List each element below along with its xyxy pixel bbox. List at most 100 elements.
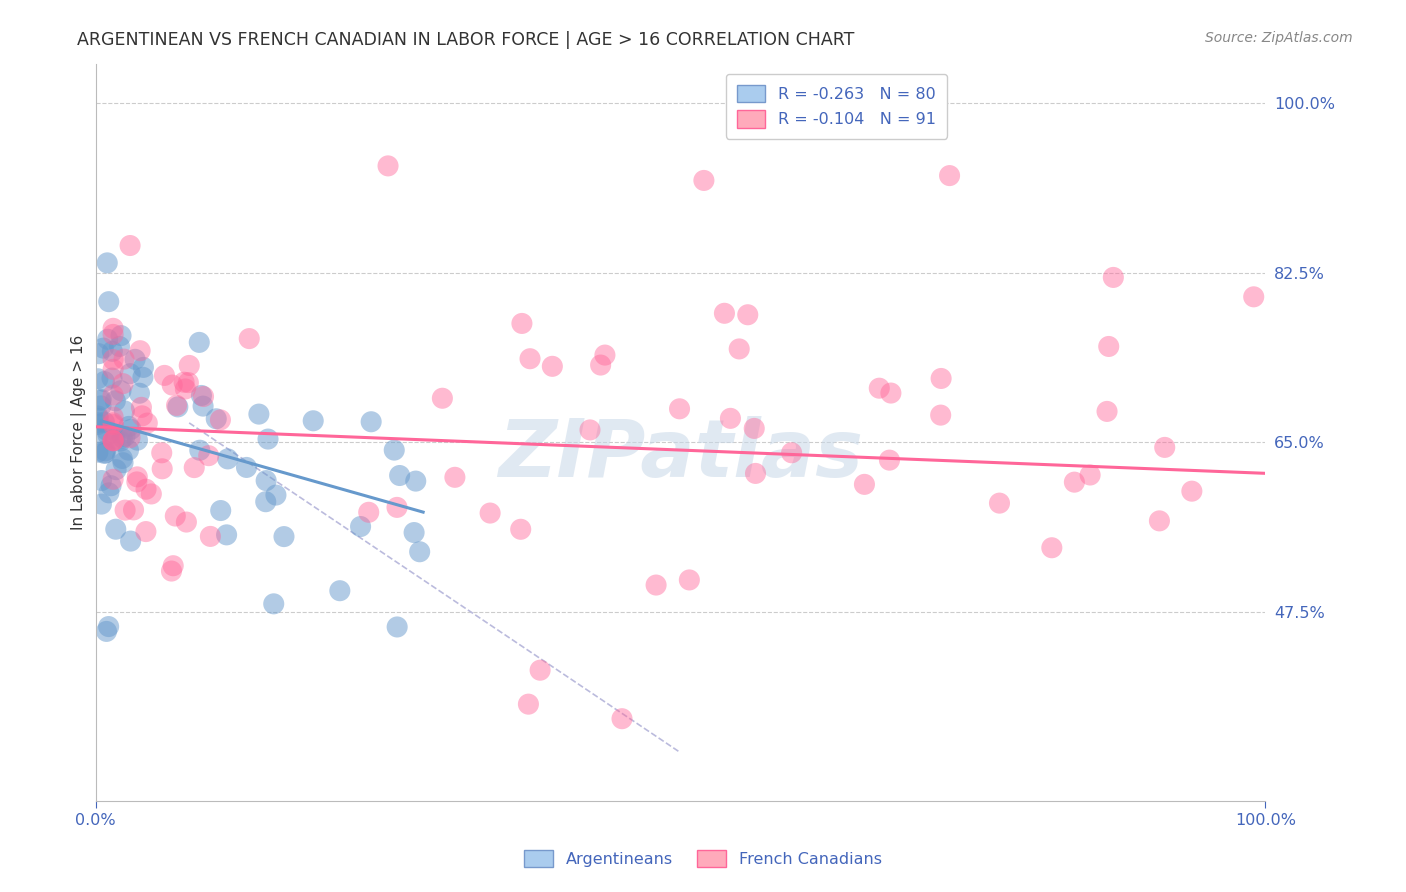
Point <box>191 399 214 413</box>
Point <box>94 443 117 458</box>
Point <box>388 468 411 483</box>
Point <box>1149 514 1171 528</box>
Point <box>97 294 120 309</box>
Point <box>929 371 952 385</box>
Legend: R = -0.263   N = 80, R = -0.104   N = 91: R = -0.263 N = 80, R = -0.104 N = 91 <box>725 73 948 138</box>
Point <box>382 443 405 458</box>
Point <box>104 432 127 446</box>
Point <box>97 428 120 442</box>
Point <box>101 321 124 335</box>
Point <box>90 392 112 407</box>
Point <box>101 416 124 430</box>
Point <box>217 451 239 466</box>
Point <box>183 460 205 475</box>
Point <box>132 370 155 384</box>
Point <box>112 376 135 391</box>
Point <box>1153 441 1175 455</box>
Point <box>97 486 120 500</box>
Point <box>112 352 135 367</box>
Point <box>404 525 426 540</box>
Point <box>579 423 602 437</box>
Point <box>100 479 122 493</box>
Point <box>254 494 277 508</box>
Point <box>135 482 157 496</box>
Point <box>174 382 197 396</box>
Point <box>510 317 533 331</box>
Point <box>120 367 142 381</box>
Point <box>385 620 408 634</box>
Point <box>110 434 132 449</box>
Point <box>104 393 127 408</box>
Point <box>1063 475 1085 490</box>
Point <box>97 619 120 633</box>
Point <box>131 409 153 423</box>
Point <box>162 558 184 573</box>
Point <box>238 332 260 346</box>
Point <box>166 400 188 414</box>
Point <box>125 475 148 489</box>
Point <box>122 503 145 517</box>
Point <box>668 401 690 416</box>
Point <box>132 360 155 375</box>
Point <box>349 519 371 533</box>
Point <box>87 409 110 423</box>
Point <box>302 414 325 428</box>
Point <box>135 524 157 539</box>
Point <box>87 346 110 360</box>
Point <box>127 470 149 484</box>
Point <box>87 411 110 425</box>
Point <box>179 359 201 373</box>
Point <box>101 327 124 342</box>
Point <box>360 415 382 429</box>
Point <box>101 388 124 402</box>
Point <box>96 624 118 639</box>
Text: Source: ZipAtlas.com: Source: ZipAtlas.com <box>1205 31 1353 45</box>
Point <box>101 434 124 448</box>
Point <box>720 411 742 425</box>
Point <box>200 529 222 543</box>
Point <box>879 453 901 467</box>
Point <box>257 432 280 446</box>
Point <box>153 368 176 383</box>
Point <box>529 663 551 677</box>
Point <box>96 256 118 270</box>
Point <box>988 496 1011 510</box>
Point <box>385 500 408 515</box>
Point <box>235 460 257 475</box>
Point <box>693 173 716 187</box>
Point <box>432 391 454 405</box>
Point <box>589 358 612 372</box>
Point <box>177 376 200 390</box>
Point <box>645 578 668 592</box>
Point <box>129 343 152 358</box>
Point <box>150 446 173 460</box>
Point <box>114 503 136 517</box>
Point <box>377 159 399 173</box>
Point <box>94 446 117 460</box>
Point <box>87 416 110 430</box>
Point <box>89 393 111 408</box>
Point <box>737 308 759 322</box>
Point <box>127 433 149 447</box>
Point <box>1102 270 1125 285</box>
Point <box>101 434 124 448</box>
Point <box>713 306 735 320</box>
Point <box>93 415 115 429</box>
Point <box>91 341 114 355</box>
Point <box>87 417 110 432</box>
Point <box>188 443 211 458</box>
Point <box>678 573 700 587</box>
Point <box>780 446 803 460</box>
Point <box>938 169 960 183</box>
Point <box>114 429 136 443</box>
Point <box>101 434 124 448</box>
Point <box>408 545 430 559</box>
Point <box>90 497 112 511</box>
Point <box>929 408 952 422</box>
Point <box>112 456 135 470</box>
Point <box>90 474 112 488</box>
Point <box>110 328 132 343</box>
Point <box>742 421 765 435</box>
Point <box>479 506 502 520</box>
Point <box>1243 290 1265 304</box>
